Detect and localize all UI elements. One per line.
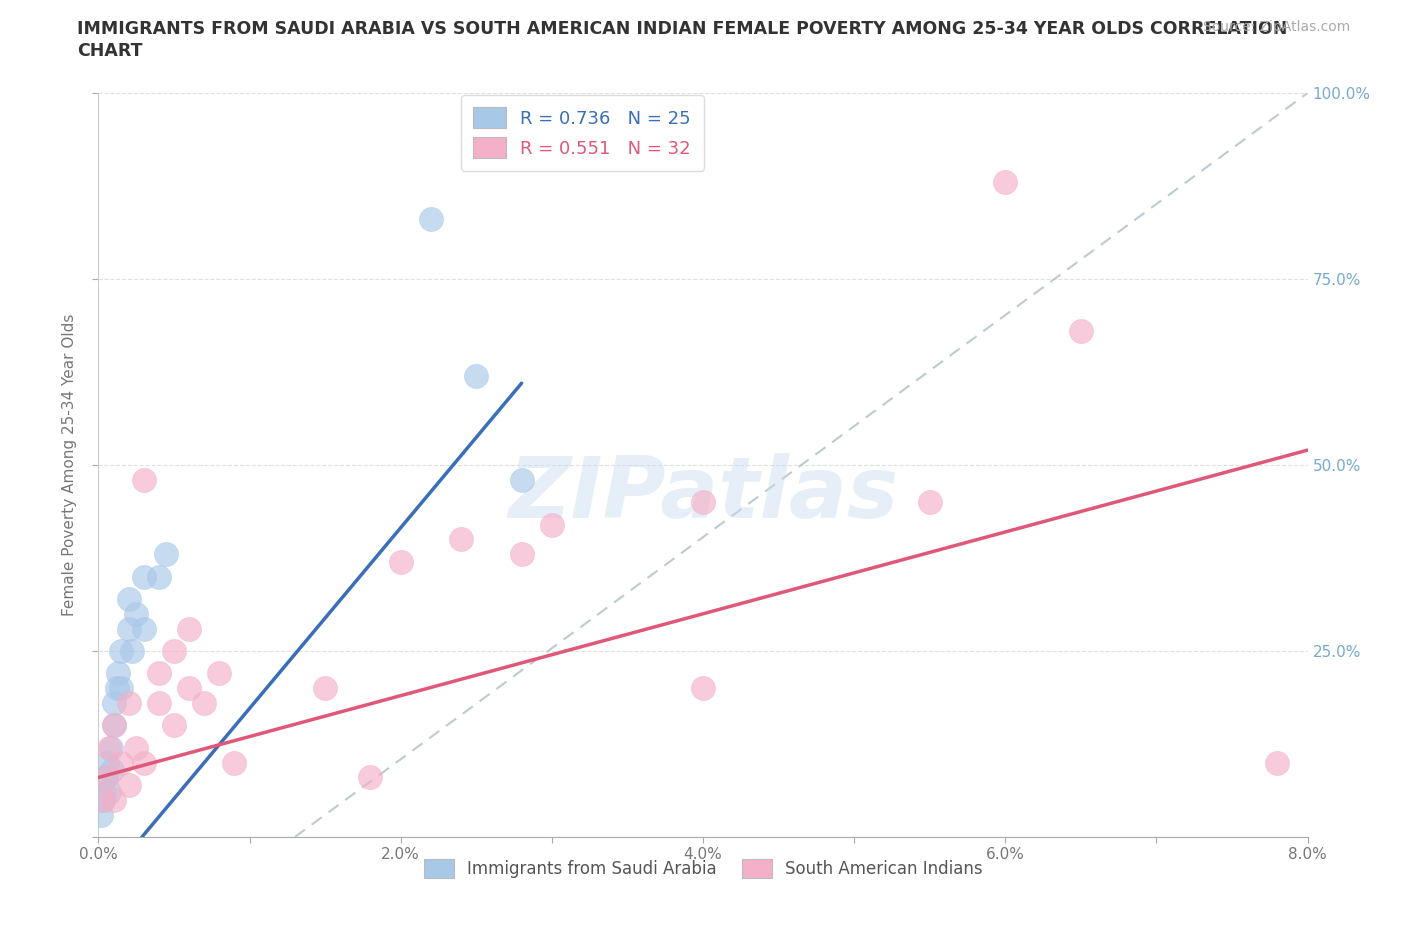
Point <box>692 681 714 696</box>
Point <box>1267 755 1289 770</box>
Point <box>224 755 246 770</box>
Point <box>132 472 155 487</box>
Point <box>510 472 533 487</box>
Point <box>692 495 714 510</box>
Point <box>125 740 148 755</box>
Point <box>94 770 117 785</box>
Y-axis label: Female Poverty Among 25-34 Year Olds: Female Poverty Among 25-34 Year Olds <box>62 313 77 617</box>
Point <box>110 681 132 696</box>
Point <box>103 792 125 807</box>
Point <box>107 666 129 681</box>
Point <box>465 368 488 383</box>
Point <box>179 681 201 696</box>
Point <box>994 175 1017 190</box>
Point <box>98 740 121 755</box>
Point <box>540 517 562 532</box>
Text: ZIPatlas: ZIPatlas <box>508 453 898 537</box>
Point <box>148 569 170 584</box>
Point <box>132 755 155 770</box>
Point <box>163 644 186 658</box>
Point <box>101 763 124 777</box>
Point <box>148 666 170 681</box>
Point <box>360 770 382 785</box>
Legend: Immigrants from Saudi Arabia, South American Indians: Immigrants from Saudi Arabia, South Amer… <box>413 849 993 888</box>
Point <box>118 696 141 711</box>
Point <box>94 770 117 785</box>
Point <box>91 792 114 807</box>
Point <box>179 621 201 636</box>
Point <box>132 621 155 636</box>
Point <box>103 718 125 733</box>
Point <box>110 644 132 658</box>
Point <box>90 807 112 822</box>
Point <box>103 696 125 711</box>
Point <box>121 644 143 658</box>
Point <box>420 212 443 227</box>
Point <box>389 554 412 569</box>
Point <box>132 569 155 584</box>
Point <box>1070 324 1092 339</box>
Point <box>93 785 115 800</box>
Point <box>510 547 533 562</box>
Text: IMMIGRANTS FROM SAUDI ARABIA VS SOUTH AMERICAN INDIAN FEMALE POVERTY AMONG 25-34: IMMIGRANTS FROM SAUDI ARABIA VS SOUTH AM… <box>77 20 1288 38</box>
Point <box>98 785 121 800</box>
Point <box>118 591 141 606</box>
Point <box>193 696 215 711</box>
Point <box>105 681 128 696</box>
Point <box>96 755 118 770</box>
Point <box>125 606 148 621</box>
Point <box>103 718 125 733</box>
Point <box>208 666 231 681</box>
Point <box>314 681 336 696</box>
Point <box>148 696 170 711</box>
Point <box>450 532 472 547</box>
Point <box>118 777 141 792</box>
Text: Source: ZipAtlas.com: Source: ZipAtlas.com <box>1202 20 1350 34</box>
Point <box>163 718 186 733</box>
Point <box>91 792 114 807</box>
Point <box>155 547 177 562</box>
Point <box>118 621 141 636</box>
Point <box>100 740 122 755</box>
Text: CHART: CHART <box>77 42 143 60</box>
Point <box>110 755 132 770</box>
Point <box>918 495 941 510</box>
